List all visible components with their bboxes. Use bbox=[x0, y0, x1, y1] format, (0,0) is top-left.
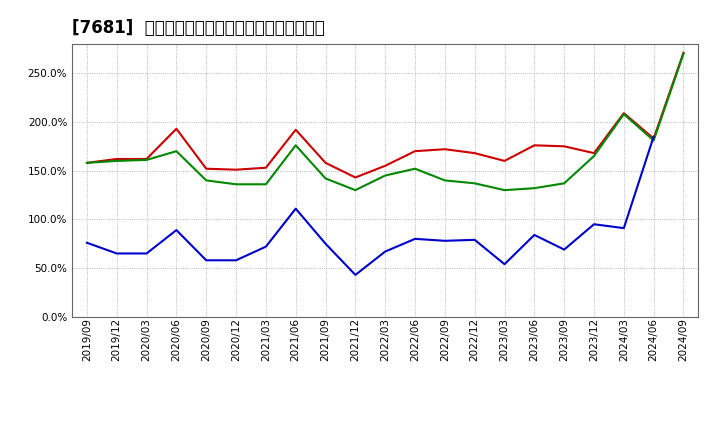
当座比率 bbox=[530, 186, 539, 191]
流動比率 bbox=[202, 166, 210, 171]
流動比率 bbox=[649, 136, 658, 141]
現預金比率 bbox=[232, 258, 240, 263]
流動比率 bbox=[441, 147, 449, 152]
当座比率 bbox=[470, 181, 479, 186]
流動比率 bbox=[500, 158, 509, 164]
流動比率 bbox=[410, 149, 419, 154]
当座比率 bbox=[321, 176, 330, 181]
当座比率 bbox=[292, 143, 300, 148]
当座比率 bbox=[351, 187, 360, 193]
現預金比率 bbox=[560, 247, 569, 252]
流動比率 bbox=[172, 126, 181, 132]
流動比率 bbox=[560, 143, 569, 149]
流動比率 bbox=[261, 165, 270, 170]
当座比率 bbox=[679, 51, 688, 56]
当座比率 bbox=[441, 178, 449, 183]
現預金比率 bbox=[590, 222, 598, 227]
当座比率 bbox=[202, 178, 210, 183]
当座比率 bbox=[143, 157, 151, 162]
現預金比率 bbox=[83, 240, 91, 246]
当座比率 bbox=[83, 160, 91, 165]
当座比率 bbox=[112, 158, 121, 164]
流動比率 bbox=[292, 127, 300, 132]
当座比率 bbox=[172, 149, 181, 154]
現預金比率 bbox=[172, 227, 181, 233]
流動比率 bbox=[321, 160, 330, 165]
Line: 現預金比率: 現預金比率 bbox=[87, 136, 654, 275]
当座比率 bbox=[261, 182, 270, 187]
流動比率 bbox=[232, 167, 240, 172]
当座比率 bbox=[232, 182, 240, 187]
流動比率 bbox=[590, 150, 598, 156]
現預金比率 bbox=[410, 236, 419, 242]
現預金比率 bbox=[321, 241, 330, 246]
現預金比率 bbox=[619, 225, 628, 231]
現預金比率 bbox=[530, 232, 539, 238]
当座比率 bbox=[381, 173, 390, 178]
現預金比率 bbox=[500, 261, 509, 267]
流動比率 bbox=[679, 50, 688, 55]
流動比率 bbox=[470, 150, 479, 156]
流動比率 bbox=[83, 160, 91, 165]
Line: 流動比率: 流動比率 bbox=[87, 53, 683, 177]
現預金比率 bbox=[441, 238, 449, 243]
当座比率 bbox=[500, 187, 509, 193]
当座比率 bbox=[619, 111, 628, 117]
現預金比率 bbox=[112, 251, 121, 256]
流動比率 bbox=[112, 156, 121, 161]
当座比率 bbox=[649, 138, 658, 143]
現預金比率 bbox=[649, 134, 658, 139]
現預金比率 bbox=[143, 251, 151, 256]
流動比率 bbox=[143, 156, 151, 161]
Line: 当座比率: 当座比率 bbox=[87, 54, 683, 190]
現預金比率 bbox=[470, 237, 479, 242]
現預金比率 bbox=[292, 206, 300, 211]
流動比率 bbox=[381, 163, 390, 169]
流動比率 bbox=[351, 175, 360, 180]
Legend: 流動比率, 当座比率, 現預金比率: 流動比率, 当座比率, 現預金比率 bbox=[262, 438, 508, 440]
現預金比率 bbox=[351, 272, 360, 278]
当座比率 bbox=[560, 181, 569, 186]
Text: [7681]  流動比率、当座比率、現預金比率の推移: [7681] 流動比率、当座比率、現預金比率の推移 bbox=[72, 19, 325, 37]
当座比率 bbox=[410, 166, 419, 171]
現預金比率 bbox=[202, 258, 210, 263]
当座比率 bbox=[590, 154, 598, 159]
現預金比率 bbox=[261, 244, 270, 249]
流動比率 bbox=[530, 143, 539, 148]
現預金比率 bbox=[381, 249, 390, 254]
流動比率 bbox=[619, 110, 628, 116]
